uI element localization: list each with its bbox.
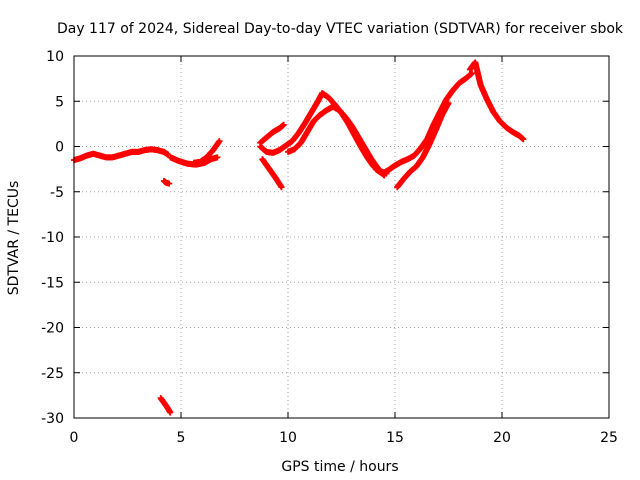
series-segment-7 bbox=[257, 90, 390, 177]
y-tick-label: -5 bbox=[50, 185, 64, 201]
x-tick-label: 0 bbox=[70, 430, 79, 446]
series-segment-10 bbox=[372, 70, 476, 177]
data-point bbox=[469, 70, 476, 77]
x-tick-label: 5 bbox=[177, 430, 186, 446]
data-point bbox=[278, 184, 285, 191]
data-point bbox=[280, 121, 287, 128]
y-tick-label: -15 bbox=[41, 275, 64, 291]
series-segment-5 bbox=[157, 395, 174, 416]
y-tick-label: 10 bbox=[46, 49, 64, 65]
y-tick-label: -30 bbox=[41, 411, 64, 427]
series-segment-1 bbox=[71, 146, 172, 164]
data-marks bbox=[71, 59, 527, 416]
x-axis-label: GPS time / hours bbox=[281, 459, 398, 475]
series-segment-9 bbox=[259, 156, 285, 191]
chart-title: Day 117 of 2024, Sidereal Day-to-day VTE… bbox=[57, 21, 624, 37]
y-tick-label: 0 bbox=[55, 140, 64, 156]
x-tick-label: 25 bbox=[600, 430, 618, 446]
series-segment-6 bbox=[257, 121, 287, 146]
data-point bbox=[445, 100, 452, 107]
series-segment-4 bbox=[190, 138, 223, 166]
x-tick-label: 15 bbox=[386, 430, 404, 446]
grid-lines bbox=[74, 56, 609, 418]
x-tick-label: 20 bbox=[493, 430, 511, 446]
series-segment-12 bbox=[466, 59, 527, 143]
y-axis-label: SDTVAR / TECUs bbox=[6, 181, 22, 296]
axis-ticks: 0 5 10 15 20 25 -30 -25 -20 -15 -10 -5 0 5 10 bbox=[41, 49, 618, 446]
data-point bbox=[216, 138, 223, 145]
y-tick-label: -20 bbox=[41, 321, 64, 337]
series-segment-2 bbox=[160, 177, 173, 187]
data-point bbox=[214, 154, 221, 161]
x-tick-label: 10 bbox=[279, 430, 297, 446]
data-point bbox=[520, 136, 527, 143]
y-tick-label: 5 bbox=[55, 94, 64, 110]
y-tick-label: -10 bbox=[41, 230, 64, 246]
series-segment-8 bbox=[285, 103, 388, 179]
series-segment-11 bbox=[394, 100, 452, 191]
y-tick-label: -25 bbox=[41, 366, 64, 382]
data-point bbox=[167, 409, 174, 416]
data-point bbox=[166, 180, 173, 187]
